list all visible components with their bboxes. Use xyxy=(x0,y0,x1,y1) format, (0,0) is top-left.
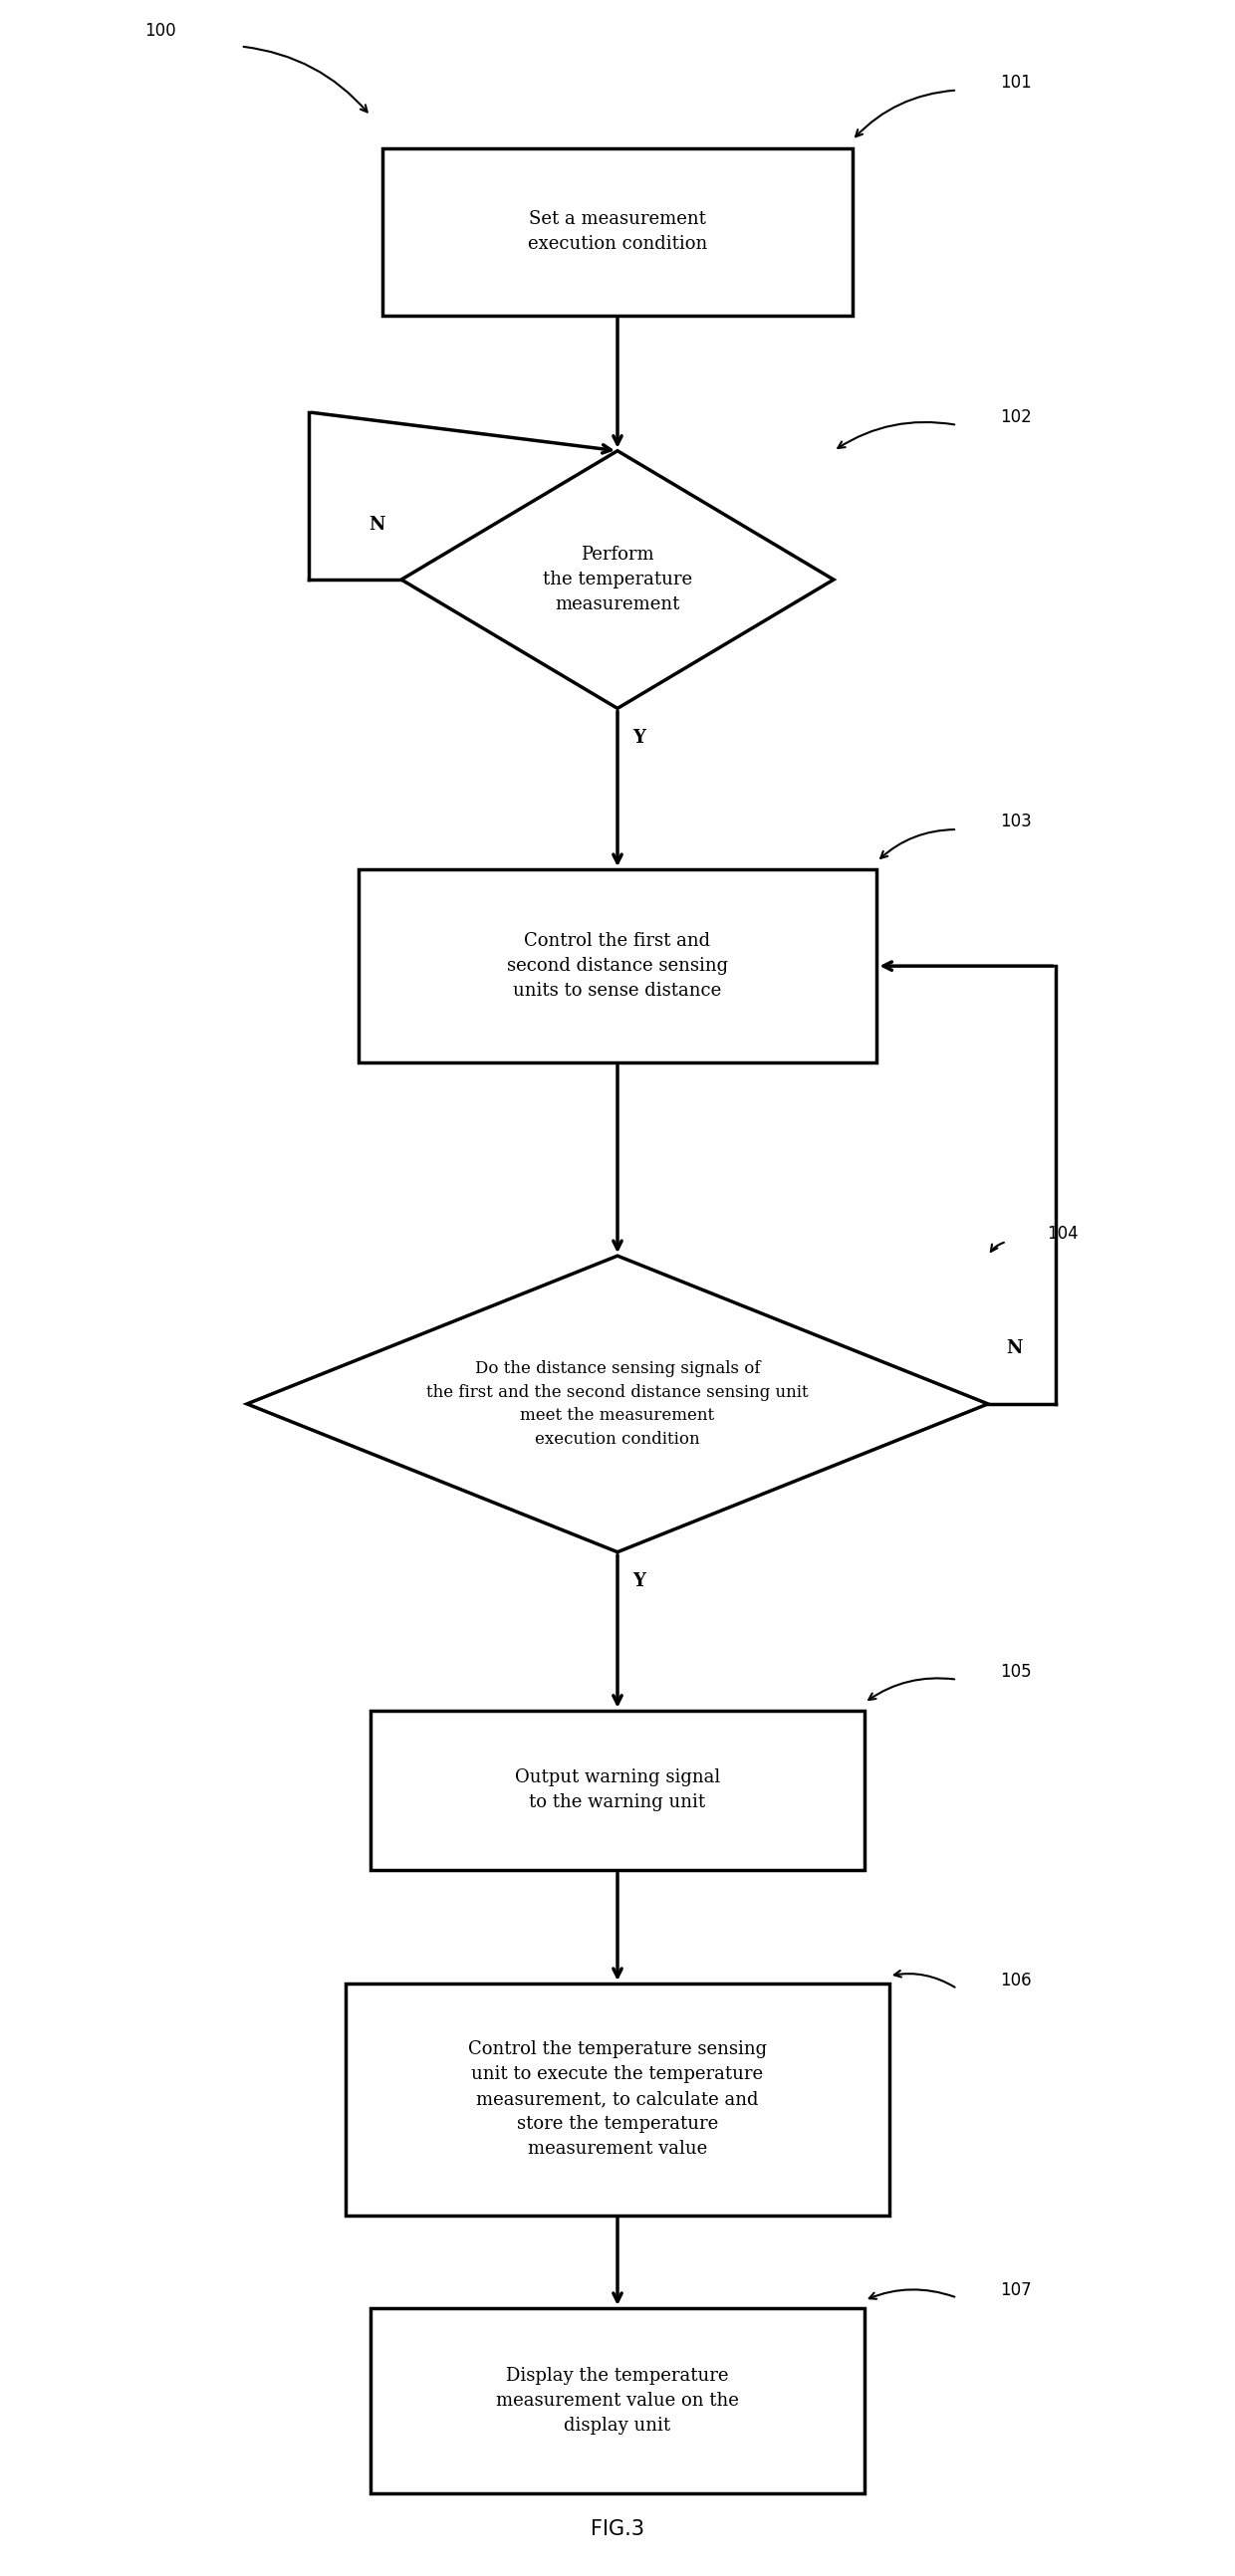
Polygon shape xyxy=(247,1257,988,1551)
Text: 107: 107 xyxy=(1000,2282,1032,2298)
Text: N: N xyxy=(368,515,385,533)
Text: 105: 105 xyxy=(1000,1664,1032,1680)
Text: Control the temperature sensing
unit to execute the temperature
measurement, to : Control the temperature sensing unit to … xyxy=(468,2040,767,2159)
Text: 102: 102 xyxy=(1000,410,1032,425)
Text: 100: 100 xyxy=(144,23,177,39)
Text: Set a measurement
execution condition: Set a measurement execution condition xyxy=(527,211,708,252)
Text: N: N xyxy=(1007,1340,1023,1358)
FancyBboxPatch shape xyxy=(358,871,877,1064)
FancyBboxPatch shape xyxy=(370,1710,864,1870)
FancyBboxPatch shape xyxy=(346,1984,889,2215)
Text: Do the distance sensing signals of
the first and the second distance sensing uni: Do the distance sensing signals of the f… xyxy=(426,1360,809,1448)
Polygon shape xyxy=(401,451,834,708)
Text: 101: 101 xyxy=(1000,75,1032,90)
Text: Control the first and
second distance sensing
units to sense distance: Control the first and second distance se… xyxy=(506,933,729,999)
Text: FIG.3: FIG.3 xyxy=(590,2519,645,2540)
Text: 103: 103 xyxy=(1000,814,1032,829)
Text: Y: Y xyxy=(632,1571,645,1589)
Text: Display the temperature
measurement value on the
display unit: Display the temperature measurement valu… xyxy=(496,2367,739,2434)
Text: Y: Y xyxy=(632,729,645,747)
FancyBboxPatch shape xyxy=(370,2308,864,2494)
Text: 106: 106 xyxy=(1000,1973,1032,1989)
FancyBboxPatch shape xyxy=(383,147,852,314)
Text: 104: 104 xyxy=(1047,1226,1079,1242)
Text: Perform
the temperature
measurement: Perform the temperature measurement xyxy=(542,546,693,613)
Text: Output warning signal
to the warning unit: Output warning signal to the warning uni… xyxy=(515,1770,720,1811)
